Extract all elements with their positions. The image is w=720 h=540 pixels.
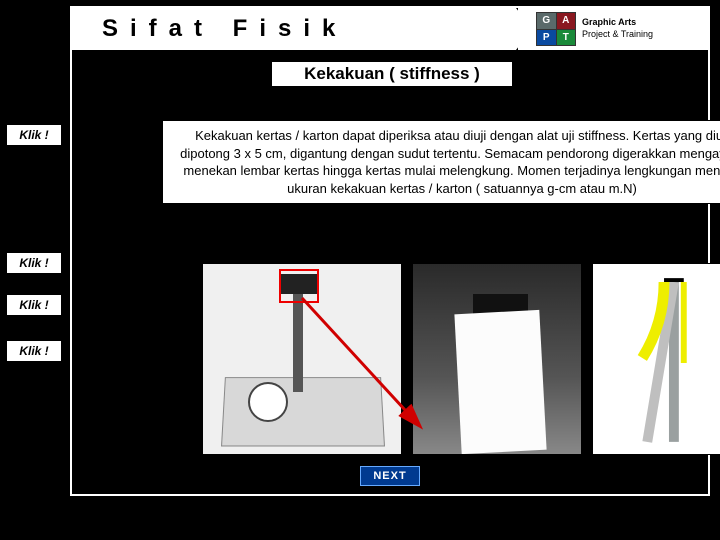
klik-button-3[interactable]: Klik ! — [6, 294, 62, 316]
klik-button-1[interactable]: Klik ! — [6, 124, 62, 146]
highlight-box — [279, 269, 319, 303]
logo-line1: Graphic Arts — [582, 17, 653, 29]
logo-area: G A P T Graphic Arts Project & Training — [518, 8, 708, 50]
logo-line2: Project & Training — [582, 29, 653, 41]
klik-button-4[interactable]: Klik ! — [6, 340, 62, 362]
image-panel-machine — [202, 263, 402, 455]
logo-cell-a: A — [557, 13, 576, 29]
logo-cell-p: P — [537, 30, 556, 46]
description-box: Kekakuan kertas / karton dapat diperiksa… — [162, 120, 720, 204]
machine-base-shape — [221, 377, 385, 446]
logo-cell-t: T — [557, 30, 576, 46]
machine-dial-shape — [248, 382, 288, 422]
image-panel-diagram — [592, 263, 720, 455]
image-panel-paper — [412, 263, 582, 455]
header: Sifat Fisik G A P T Graphic Arts Project… — [72, 8, 708, 50]
paper-shape — [454, 310, 546, 454]
page-title: Sifat Fisik — [72, 8, 518, 50]
slide-frame: Sifat Fisik G A P T Graphic Arts Project… — [70, 6, 710, 496]
logo-icon: G A P T — [536, 12, 576, 46]
bending-diagram-icon — [593, 264, 720, 454]
images-row — [202, 263, 720, 458]
next-button[interactable]: NEXT — [360, 466, 420, 486]
klik-button-2[interactable]: Klik ! — [6, 252, 62, 274]
logo-cell-g: G — [537, 13, 556, 29]
logo-text: Graphic Arts Project & Training — [582, 17, 653, 40]
subtitle: Kekakuan ( stiffness ) — [272, 62, 512, 86]
